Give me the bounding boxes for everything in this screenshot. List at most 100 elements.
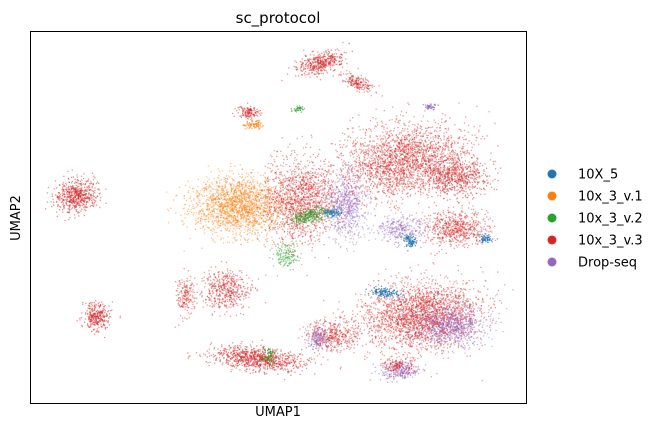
scatter-point [423, 154, 426, 156]
scatter-point [394, 153, 397, 155]
scatter-point [423, 155, 426, 157]
scatter-point [444, 160, 446, 162]
scatter-point [435, 191, 437, 194]
scatter-point [402, 150, 405, 153]
scatter-point [325, 51, 327, 53]
scatter-point [441, 248, 443, 251]
scatter-point [428, 155, 430, 157]
scatter-point [351, 168, 353, 170]
scatter-point [417, 141, 419, 144]
scatter-point [246, 107, 248, 109]
scatter-point [442, 170, 444, 172]
scatter-point [394, 169, 396, 171]
scatter-point [394, 231, 396, 234]
scatter-point [386, 202, 389, 204]
scatter-point [381, 152, 383, 154]
scatter-point [378, 178, 381, 180]
scatter-point [447, 140, 449, 142]
scatter-point [460, 186, 462, 188]
scatter-point [415, 222, 417, 224]
scatter-point [416, 144, 418, 147]
scatter-point [441, 225, 444, 227]
scatter-point [353, 145, 355, 147]
scatter-point [446, 156, 448, 159]
scatter-point [414, 182, 416, 184]
scatter-point [384, 160, 386, 162]
scatter-point [475, 220, 477, 222]
scatter-point [346, 173, 349, 175]
scatter-point [324, 65, 326, 67]
scatter-point [386, 182, 388, 184]
scatter-point [404, 138, 406, 141]
scatter-point [357, 77, 360, 79]
scatter-point [384, 183, 386, 185]
scatter-point [414, 141, 416, 143]
scatter-point [250, 116, 252, 118]
scatter-point [355, 85, 358, 87]
scatter-point [436, 226, 438, 228]
scatter-point [303, 49, 305, 51]
scatter-point [472, 208, 475, 211]
scatter-point [411, 143, 413, 145]
scatter-point [394, 178, 396, 181]
scatter-point [362, 80, 365, 82]
scatter-point [469, 227, 471, 230]
scatter-point [458, 213, 460, 215]
scatter-point [432, 164, 434, 166]
scatter-point [432, 243, 434, 245]
scatter-point [444, 220, 446, 223]
scatter-point [395, 188, 397, 190]
scatter-point [455, 228, 457, 230]
scatter-point [406, 148, 408, 150]
scatter-point [479, 187, 481, 189]
scatter-point [455, 227, 457, 230]
scatter-point [367, 164, 369, 166]
scatter-point [456, 160, 458, 162]
scatter-point [468, 170, 470, 173]
scatter-point [389, 150, 391, 152]
scatter-point [443, 184, 445, 187]
scatter-point [465, 181, 468, 183]
scatter-point [401, 159, 404, 161]
scatter-point [404, 234, 406, 237]
scatter-point [403, 163, 405, 166]
scatter-point [388, 227, 391, 230]
scatter-point [363, 158, 365, 160]
scatter-point [257, 123, 260, 125]
scatter-point [319, 165, 321, 167]
scatter-point [316, 67, 318, 69]
scatter-point [414, 162, 416, 164]
scatter-point [409, 165, 411, 168]
scatter-point [409, 157, 411, 159]
scatter-point [394, 154, 396, 157]
scatter-point [365, 180, 367, 182]
scatter-point [250, 112, 252, 114]
scatter-point [438, 178, 440, 180]
scatter-point [450, 145, 453, 147]
scatter-point [351, 50, 353, 53]
scatter-point [365, 163, 367, 165]
scatter-point [383, 177, 385, 180]
scatter-point [437, 218, 439, 221]
scatter-point [415, 230, 417, 232]
scatter-point [404, 156, 406, 158]
scatter-point [363, 84, 365, 86]
scatter-point [398, 159, 400, 161]
scatter-point [433, 177, 435, 179]
scatter-point [379, 151, 381, 153]
scatter-point [468, 229, 470, 231]
scatter-point [252, 181, 254, 183]
scatter-point [406, 137, 408, 140]
scatter-point [371, 174, 373, 176]
scatter-point [462, 151, 464, 153]
scatter-point [389, 231, 391, 233]
scatter-point [473, 155, 475, 157]
scatter-point [420, 165, 422, 167]
scatter-point [385, 178, 387, 180]
scatter-point [411, 237, 413, 239]
scatter-point [326, 173, 328, 175]
scatter-point [406, 224, 408, 226]
scatter-point [421, 165, 423, 167]
scatter-point [415, 130, 417, 132]
scatter-point [396, 155, 399, 157]
